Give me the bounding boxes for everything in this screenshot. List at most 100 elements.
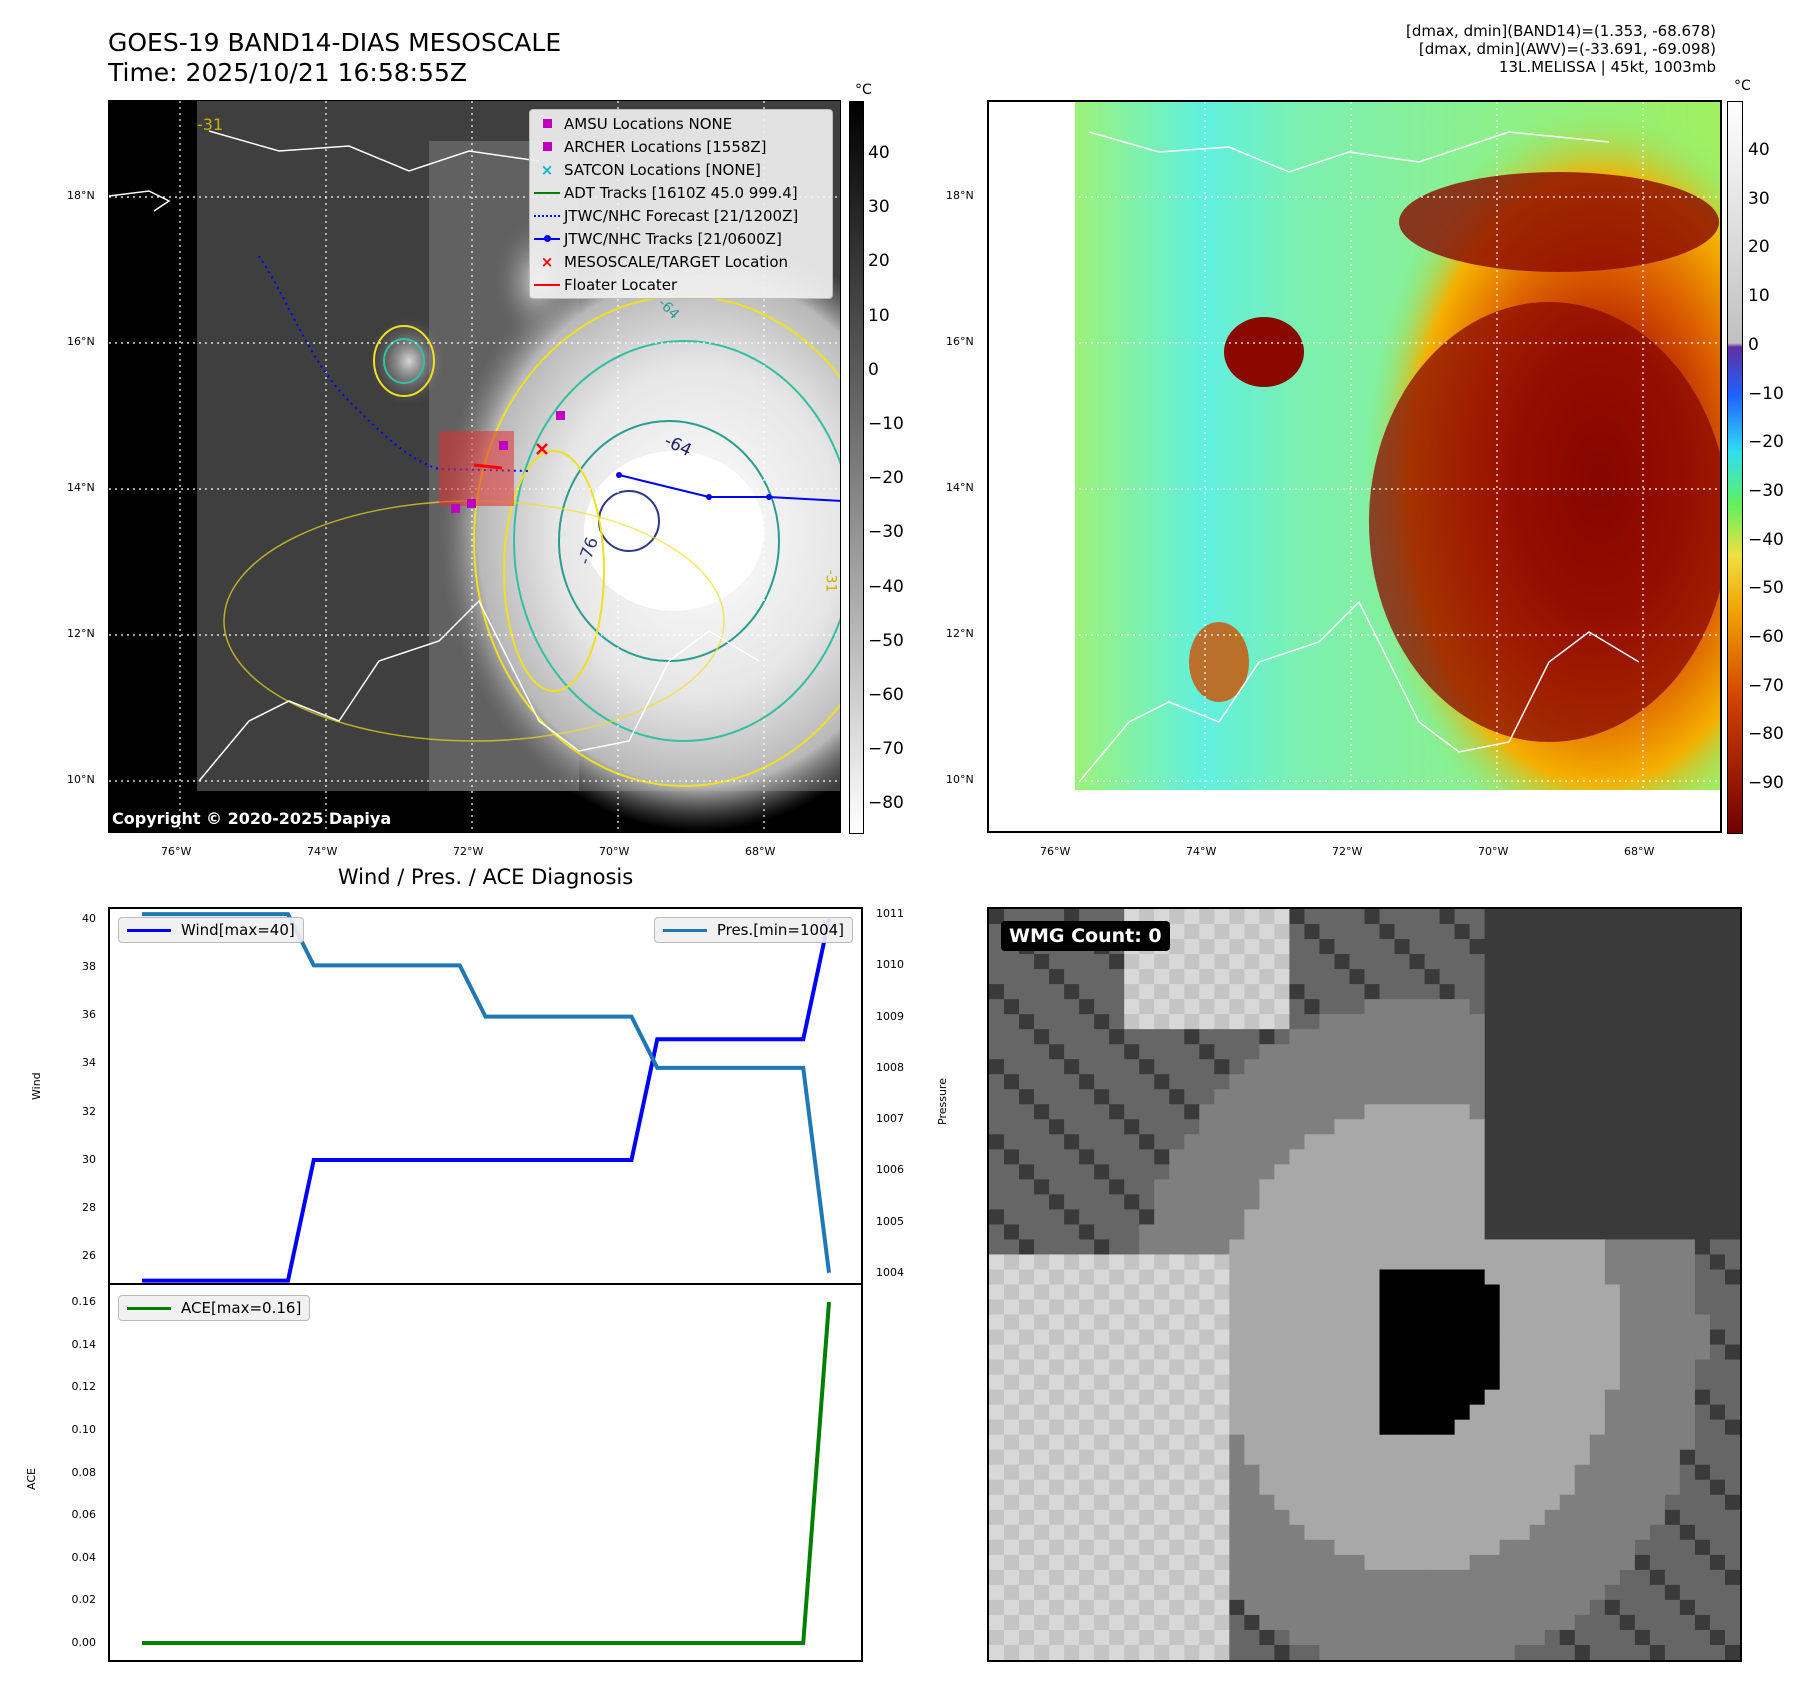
diag-title: Wind / Pres. / ACE Diagnosis: [337, 865, 634, 889]
legend-symbol: ×: [540, 252, 554, 271]
legend-symbol: [530, 191, 564, 194]
left-colorbar-unit: °C: [855, 82, 872, 98]
axis-tick: 26: [82, 1249, 96, 1263]
figure-title: GOES-19 BAND14-DIAS MESOSCALE Time: 2025…: [108, 28, 561, 88]
lat-tick: 16°N: [67, 335, 95, 348]
legend-entry: × MESOSCALE/TARGET Location: [530, 250, 832, 273]
colorbar-tick: 10: [868, 305, 890, 326]
colorbar-tick: −30: [868, 522, 904, 543]
axis-tick: 1004: [876, 1265, 904, 1279]
axis-tick: 1010: [876, 958, 904, 972]
axis-tick: 30: [82, 1152, 96, 1166]
pressure-axis-label: Pressure: [936, 1078, 949, 1125]
axis-tick: 0.10: [71, 1422, 97, 1436]
lat-tick: 12°N: [946, 627, 974, 640]
colorbar-tick: −10: [1748, 383, 1784, 404]
wind-legend-label: Wind[max=40]: [181, 921, 295, 939]
colorbar-tick: 40: [1748, 140, 1770, 160]
lon-tick: 72°W: [1332, 845, 1363, 858]
axis-tick: 32: [82, 1104, 96, 1118]
axis-tick: 1005: [876, 1214, 904, 1228]
legend-entry: JTWC/NHC Tracks [21/0600Z]: [530, 227, 832, 250]
intensity-info: [dmax, dmin](BAND14)=(1.353, -68.678) [d…: [1406, 22, 1716, 76]
colorbar-tick: −50: [1748, 578, 1784, 599]
left-colorbar: [849, 101, 864, 834]
axis-tick: 0.06: [71, 1508, 97, 1522]
legend-symbol: [530, 214, 564, 217]
contour-label: -31: [197, 115, 224, 134]
lat-tick: 18°N: [946, 189, 974, 202]
colorbar-tick: −10: [868, 414, 904, 434]
ace-legend: ACE[max=0.16]: [118, 1295, 311, 1321]
legend-entry: ARCHER Locations [1558Z]: [530, 135, 832, 158]
legend-symbol: [530, 142, 564, 151]
lat-tick: 14°N: [67, 481, 95, 494]
legend-label: MESOSCALE/TARGET Location: [564, 252, 789, 271]
legend-symbol: [530, 234, 564, 242]
legend-symbol: ×: [540, 160, 554, 179]
axis-tick: 0.08: [71, 1465, 97, 1479]
wind-series-line: [142, 918, 831, 1283]
legend-symbol: [530, 119, 564, 128]
wind-pressure-panel: Wind[max=40] Pres.[min=1004]: [108, 907, 863, 1285]
wind-axis-label: Wind: [30, 1072, 43, 1100]
legend-entry: JTWC/NHC Forecast [21/1200Z]: [530, 204, 832, 227]
axis-tick: 1007: [876, 1112, 904, 1126]
axis-tick: 38: [82, 959, 96, 973]
wmg-panel: WMG Count: 0: [987, 907, 1742, 1662]
copyright-text: Copyright © 2020-2025 Dapiya: [112, 809, 392, 828]
legend-label: JTWC/NHC Tracks [21/0600Z]: [564, 229, 782, 248]
axis-tick: 34: [82, 1056, 96, 1070]
ace-axis-label: ACE: [25, 1468, 38, 1490]
axis-tick: 1009: [876, 1009, 904, 1023]
axis-tick: 0.12: [71, 1380, 97, 1394]
colorbar-tick: 30: [1748, 188, 1770, 209]
awv-color-map: [987, 100, 1722, 833]
legend-entry: Floater Locater: [530, 273, 832, 296]
colorbar-tick: −40: [868, 576, 904, 597]
pres-legend-swatch: [662, 928, 707, 932]
colorbar-tick: −30: [1748, 480, 1784, 501]
wind-legend: Wind[max=40]: [118, 917, 304, 943]
awv-color-image: [989, 102, 1720, 831]
legend-label: SATCON Locations [NONE]: [564, 160, 761, 179]
ace-legend-swatch: [127, 1306, 171, 1310]
wind-pressure-plot: [142, 912, 831, 1283]
lat-tick: 18°N: [67, 189, 95, 202]
legend-label: Floater Locater: [564, 275, 678, 294]
colorbar-tick: −70: [868, 739, 904, 760]
legend-label: AMSU Locations NONE: [564, 114, 733, 133]
info-line-2: [dmax, dmin](AWV)=(-33.691, -69.098): [1418, 40, 1716, 58]
ace-panel: ACE[max=0.16]: [108, 1283, 863, 1662]
lat-tick: 14°N: [946, 481, 974, 494]
wmg-count-badge: WMG Count: 0: [1001, 921, 1170, 951]
colorbar-tick: −20: [868, 468, 904, 489]
lon-tick: 74°W: [307, 845, 338, 858]
colorbar-tick: −20: [1748, 432, 1784, 453]
info-line-3: 13L.MELISSA | 45kt, 1003mb: [1498, 58, 1716, 76]
map-legend: AMSU Locations NONE ARCHER Locations [155…: [529, 109, 833, 299]
colorbar-tick: −70: [1748, 675, 1784, 696]
legend-label: JTWC/NHC Forecast [21/1200Z]: [564, 206, 799, 225]
legend-label: ADT Tracks [1610Z 45.0 999.4]: [564, 183, 798, 202]
legend-entry: AMSU Locations NONE: [530, 112, 832, 135]
colorbar-tick: −40: [1748, 529, 1784, 550]
axis-tick: 0.00: [71, 1635, 97, 1649]
axis-tick: 36: [82, 1008, 96, 1022]
ace-plot: [142, 1301, 831, 1645]
axis-tick: 0.14: [71, 1337, 97, 1351]
legend-entry: ADT Tracks [1610Z 45.0 999.4]: [530, 181, 832, 204]
axis-tick: 0.16: [71, 1295, 97, 1309]
colorbar-tick: −60: [868, 685, 904, 705]
lon-tick: 68°W: [1624, 845, 1655, 858]
legend-entry: × SATCON Locations [NONE]: [530, 158, 832, 181]
ace-series-line: [142, 1301, 831, 1645]
lon-tick: 70°W: [599, 845, 630, 858]
right-colorbar: [1727, 101, 1743, 834]
colorbar-tick: 30: [868, 197, 890, 218]
colorbar-tick: 20: [868, 251, 890, 272]
pressure-series-line: [142, 912, 831, 1274]
lat-tick: 12°N: [67, 627, 95, 640]
legend-label: ARCHER Locations [1558Z]: [564, 137, 767, 156]
axis-tick: 0.02: [71, 1593, 97, 1607]
